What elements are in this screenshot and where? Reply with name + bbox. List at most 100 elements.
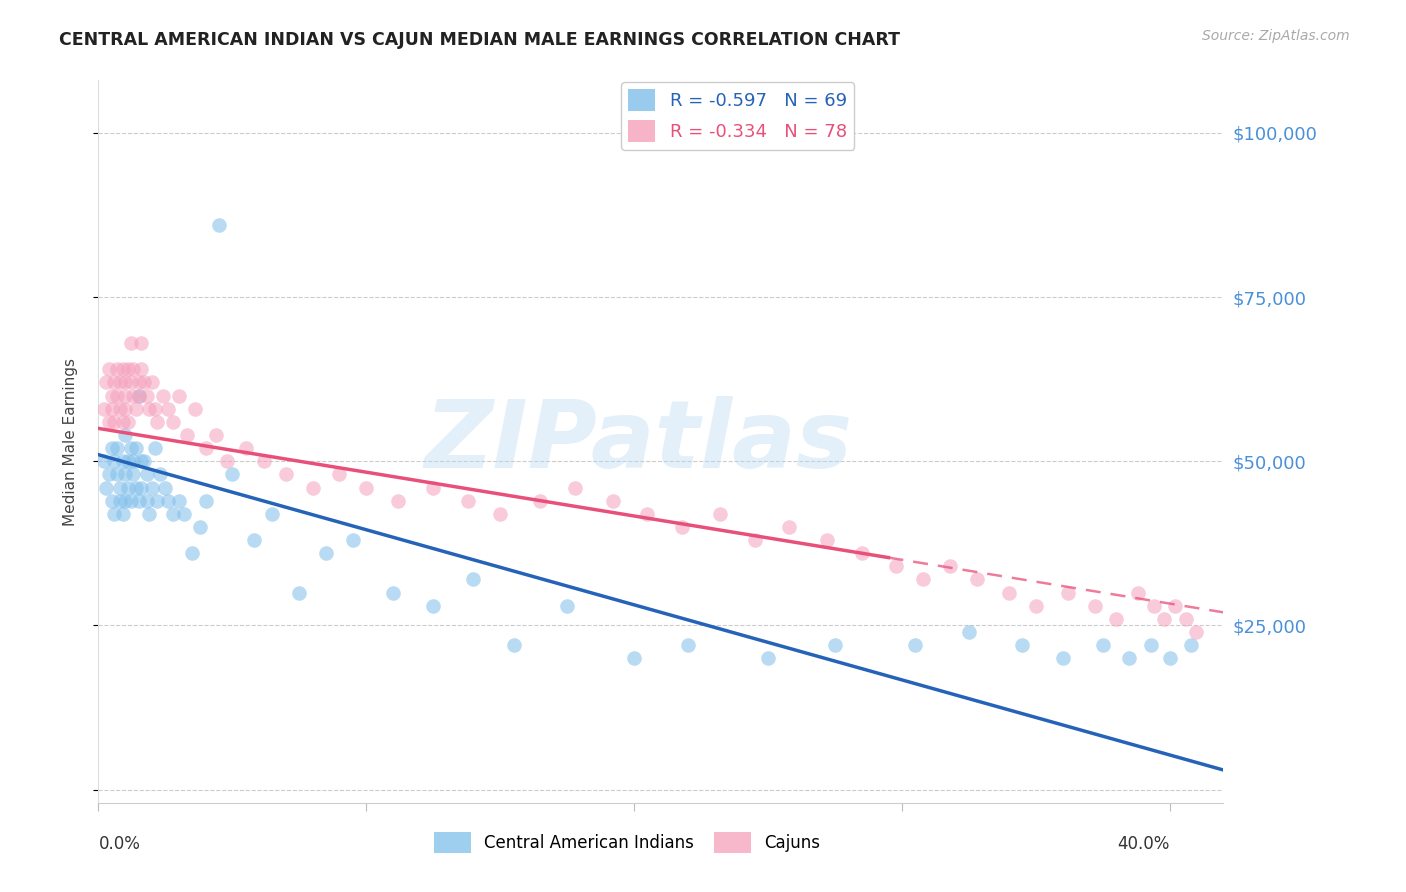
Point <box>117 454 139 468</box>
Point <box>756 651 779 665</box>
Point <box>117 481 139 495</box>
Point <box>1057 585 1080 599</box>
Point <box>555 599 578 613</box>
Point <box>262 507 284 521</box>
Point <box>457 493 479 508</box>
Point <box>122 362 145 376</box>
Point <box>143 441 166 455</box>
Point <box>122 454 145 468</box>
Point <box>636 507 658 521</box>
Point <box>342 533 364 547</box>
Point <box>181 546 204 560</box>
Point <box>529 493 551 508</box>
Point <box>101 493 124 508</box>
Point <box>125 401 148 416</box>
Point <box>939 559 962 574</box>
Point <box>422 599 444 613</box>
Point <box>149 467 172 482</box>
Point <box>1153 612 1175 626</box>
Legend: Central American Indians, Cajuns: Central American Indians, Cajuns <box>427 826 827 860</box>
Point <box>108 401 131 416</box>
Point <box>135 388 157 402</box>
Point <box>778 520 800 534</box>
Point <box>709 507 731 521</box>
Point <box>103 454 125 468</box>
Point <box>422 481 444 495</box>
Point <box>1174 612 1197 626</box>
Point <box>387 493 409 508</box>
Point <box>96 481 118 495</box>
Point <box>274 467 297 482</box>
Text: Source: ZipAtlas.com: Source: ZipAtlas.com <box>1202 29 1350 43</box>
Point <box>188 520 211 534</box>
Point <box>105 388 128 402</box>
Point <box>103 415 125 429</box>
Point <box>146 415 169 429</box>
Point <box>128 388 150 402</box>
Point <box>1140 638 1163 652</box>
Point <box>120 441 142 455</box>
Point <box>128 493 150 508</box>
Point <box>904 638 927 652</box>
Point <box>129 454 152 468</box>
Point <box>1118 651 1140 665</box>
Point <box>111 454 134 468</box>
Point <box>253 454 276 468</box>
Point <box>162 507 184 521</box>
Point <box>120 493 142 508</box>
Point <box>111 362 134 376</box>
Point <box>125 441 148 455</box>
Point <box>1164 599 1187 613</box>
Text: 0.0%: 0.0% <box>98 835 141 854</box>
Point <box>132 376 155 390</box>
Point <box>1011 638 1033 652</box>
Point <box>301 481 323 495</box>
Point <box>141 376 163 390</box>
Point <box>122 388 145 402</box>
Point <box>105 441 128 455</box>
Point <box>122 467 145 482</box>
Point <box>129 336 152 351</box>
Point <box>221 467 243 482</box>
Point <box>114 388 136 402</box>
Point <box>108 481 131 495</box>
Point <box>489 507 512 521</box>
Point <box>744 533 766 547</box>
Point <box>167 388 190 402</box>
Point <box>128 388 150 402</box>
Point <box>382 585 405 599</box>
Point <box>114 493 136 508</box>
Point <box>215 454 238 468</box>
Point <box>101 401 124 416</box>
Point <box>135 467 157 482</box>
Point <box>143 401 166 416</box>
Point <box>176 428 198 442</box>
Point <box>152 388 174 402</box>
Point <box>120 336 142 351</box>
Point <box>111 507 134 521</box>
Point <box>966 573 988 587</box>
Point <box>101 441 124 455</box>
Point <box>194 441 217 455</box>
Point <box>98 362 121 376</box>
Point <box>98 467 121 482</box>
Point <box>125 481 148 495</box>
Point <box>138 507 160 521</box>
Point <box>108 376 131 390</box>
Point <box>138 401 160 416</box>
Point <box>354 481 377 495</box>
Point <box>1025 599 1047 613</box>
Point <box>1052 651 1074 665</box>
Point <box>1142 599 1164 613</box>
Point <box>167 493 190 508</box>
Point <box>815 533 838 547</box>
Point <box>602 493 624 508</box>
Point <box>155 481 177 495</box>
Point <box>1105 612 1128 626</box>
Point <box>108 493 131 508</box>
Point <box>288 585 311 599</box>
Point <box>328 467 350 482</box>
Point <box>114 428 136 442</box>
Point <box>141 481 163 495</box>
Text: 40.0%: 40.0% <box>1118 835 1170 854</box>
